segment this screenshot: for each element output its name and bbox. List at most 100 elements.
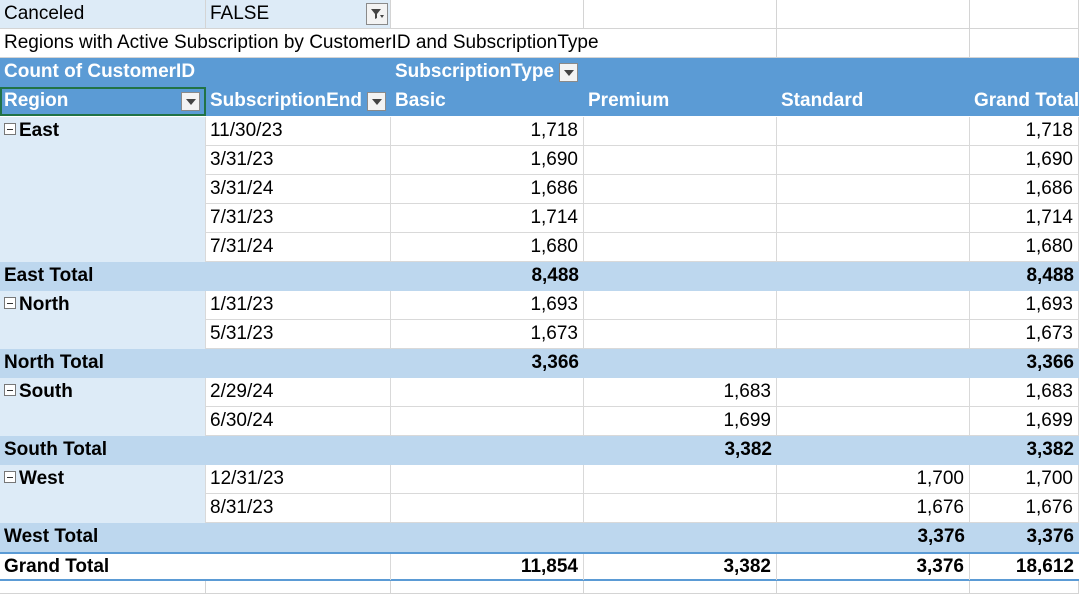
- subscription-end-date[interactable]: 12/31/23: [206, 465, 391, 494]
- basic-count[interactable]: [391, 407, 584, 436]
- row-total[interactable]: 1,676: [970, 494, 1079, 523]
- collapse-minus-icon[interactable]: [4, 123, 16, 136]
- standard-count[interactable]: 1,676: [777, 494, 970, 523]
- premium-count[interactable]: [584, 204, 777, 233]
- basic-subtotal[interactable]: [391, 436, 584, 465]
- row-total[interactable]: 1,680: [970, 233, 1079, 262]
- region-dropdown-icon[interactable]: [181, 92, 200, 111]
- basic-count[interactable]: 1,718: [391, 117, 584, 146]
- basic-count[interactable]: 1,673: [391, 320, 584, 349]
- premium-subtotal[interactable]: [584, 523, 777, 552]
- subtotal-label[interactable]: South Total: [4, 439, 108, 460]
- row-total[interactable]: 1,699: [970, 407, 1079, 436]
- premium-count[interactable]: [584, 233, 777, 262]
- basic-count[interactable]: [391, 494, 584, 523]
- subscription-end-date[interactable]: 11/30/23: [206, 117, 391, 146]
- subtotal-label[interactable]: North Total: [4, 352, 104, 373]
- basic-count[interactable]: [391, 465, 584, 494]
- premium-count[interactable]: [584, 117, 777, 146]
- basic-count[interactable]: [391, 378, 584, 407]
- col-premium-header[interactable]: Premium: [584, 87, 777, 116]
- subscriptionend-header[interactable]: SubscriptionEnd: [206, 87, 391, 116]
- standard-subtotal[interactable]: [777, 262, 970, 291]
- standard-count[interactable]: [777, 378, 970, 407]
- subscription-end-date[interactable]: 7/31/24: [206, 233, 391, 262]
- basic-subtotal[interactable]: [391, 523, 584, 552]
- subscription-end-date[interactable]: 3/31/23: [206, 146, 391, 175]
- pivot-title[interactable]: Regions with Active Subscription by Cust…: [0, 29, 777, 58]
- total-subtotal[interactable]: 8,488: [1026, 265, 1074, 286]
- premium-count[interactable]: [584, 494, 777, 523]
- standard-count[interactable]: [777, 291, 970, 320]
- row-total[interactable]: 1,718: [970, 117, 1079, 146]
- row-total[interactable]: 1,683: [970, 378, 1079, 407]
- basic-count[interactable]: 1,714: [391, 204, 584, 233]
- collapse-minus-icon[interactable]: [4, 471, 16, 484]
- premium-count[interactable]: [584, 175, 777, 204]
- basic-subtotal[interactable]: 3,366: [531, 352, 579, 373]
- premium-subtotal[interactable]: 3,382: [724, 439, 772, 460]
- region-header[interactable]: Region: [0, 87, 206, 116]
- standard-subtotal[interactable]: [777, 436, 970, 465]
- basic-count[interactable]: 1,680: [391, 233, 584, 262]
- premium-count[interactable]: [584, 320, 777, 349]
- subscription-end-date[interactable]: 6/30/24: [206, 407, 391, 436]
- row-total[interactable]: 1,693: [970, 291, 1079, 320]
- premium-count[interactable]: 1,683: [584, 378, 777, 407]
- premium-subtotal[interactable]: [584, 349, 777, 378]
- subscription-end-date[interactable]: 3/31/24: [206, 175, 391, 204]
- subtotal-label[interactable]: West Total: [4, 526, 99, 547]
- basic-count[interactable]: 1,693: [391, 291, 584, 320]
- total-subtotal[interactable]: 3,376: [1026, 526, 1074, 547]
- subscription-end-date[interactable]: 2/29/24: [206, 378, 391, 407]
- filter-icon[interactable]: [366, 3, 388, 25]
- column-field-label[interactable]: SubscriptionType: [391, 58, 1079, 87]
- standard-count[interactable]: [777, 175, 970, 204]
- standard-count[interactable]: 1,700: [777, 465, 970, 494]
- region-label-south[interactable]: South: [0, 378, 206, 436]
- region-label-west[interactable]: West: [0, 465, 206, 523]
- basic-count[interactable]: 1,686: [391, 175, 584, 204]
- basic-subtotal[interactable]: 8,488: [531, 265, 579, 286]
- col-grand-total-header[interactable]: Grand Total: [970, 87, 1079, 116]
- premium-count[interactable]: 1,699: [584, 407, 777, 436]
- region-label-north[interactable]: North: [0, 291, 206, 349]
- standard-count[interactable]: [777, 146, 970, 175]
- value-field-label[interactable]: Count of CustomerID: [0, 58, 391, 87]
- standard-count[interactable]: [777, 233, 970, 262]
- collapse-minus-icon[interactable]: [4, 297, 16, 310]
- filter-value[interactable]: FALSE: [206, 0, 391, 29]
- basic-grand-total[interactable]: 11,854: [391, 554, 584, 580]
- basic-count[interactable]: 1,690: [391, 146, 584, 175]
- premium-count[interactable]: [584, 291, 777, 320]
- total-subtotal[interactable]: 3,366: [1026, 352, 1074, 373]
- row-total[interactable]: 1,686: [970, 175, 1079, 204]
- col-standard-header[interactable]: Standard: [777, 87, 970, 116]
- row-total[interactable]: 1,714: [970, 204, 1079, 233]
- standard-count[interactable]: [777, 320, 970, 349]
- region-label-east[interactable]: East: [0, 117, 206, 262]
- col-basic-header[interactable]: Basic: [391, 87, 584, 116]
- row-total[interactable]: 1,700: [970, 465, 1079, 494]
- collapse-minus-icon[interactable]: [4, 384, 16, 397]
- subscription-end-date[interactable]: 7/31/23: [206, 204, 391, 233]
- overall-grand-total[interactable]: 18,612: [1015, 556, 1074, 577]
- row-total[interactable]: 1,673: [970, 320, 1079, 349]
- premium-subtotal[interactable]: [584, 262, 777, 291]
- standard-count[interactable]: [777, 407, 970, 436]
- standard-count[interactable]: [777, 204, 970, 233]
- standard-subtotal[interactable]: [777, 349, 970, 378]
- subscription-end-date[interactable]: 8/31/23: [206, 494, 391, 523]
- subtotal-label[interactable]: East Total: [4, 265, 94, 286]
- total-subtotal[interactable]: 3,382: [1026, 439, 1074, 460]
- premium-count[interactable]: [584, 146, 777, 175]
- standard-count[interactable]: [777, 117, 970, 146]
- grand-total-label[interactable]: Grand Total: [4, 556, 110, 577]
- subscriptionend-dropdown-icon[interactable]: [367, 92, 386, 111]
- subscription-end-date[interactable]: 1/31/23: [206, 291, 391, 320]
- premium-grand-total[interactable]: 3,382: [584, 554, 777, 580]
- premium-count[interactable]: [584, 465, 777, 494]
- standard-subtotal[interactable]: 3,376: [917, 526, 965, 547]
- filter-label[interactable]: Canceled: [0, 0, 206, 29]
- subscription-end-date[interactable]: 5/31/23: [206, 320, 391, 349]
